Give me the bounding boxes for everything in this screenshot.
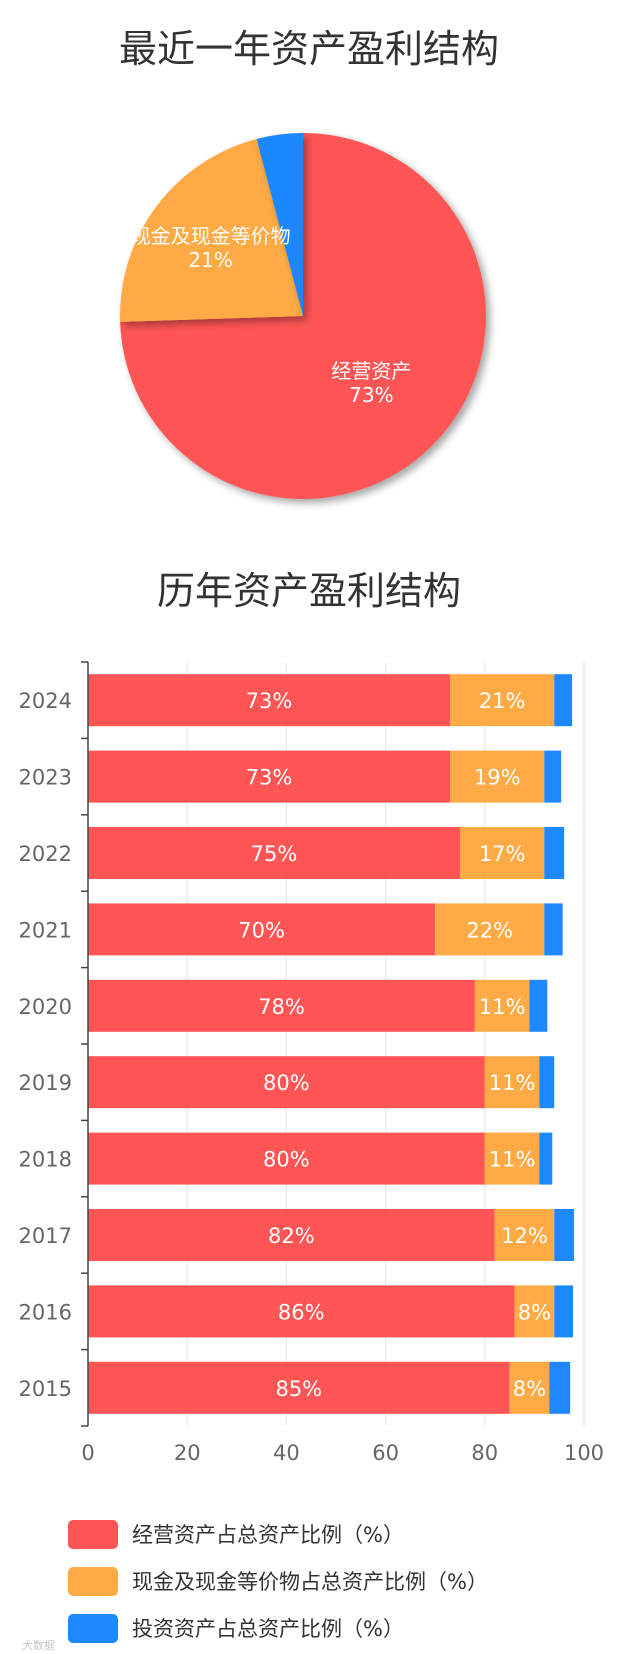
bar-2019-s0: [88, 1056, 485, 1109]
bar-label-2019-s1: 11%: [489, 1071, 536, 1095]
bar-2022-s1: [460, 827, 545, 879]
bar-label-2022-s0: 75%: [251, 842, 298, 866]
bar-label-2016-s0: 86%: [278, 1300, 325, 1324]
bar-label-2015-s1: 8%: [513, 1377, 546, 1401]
pie-label-pct-0: 73%: [349, 383, 393, 407]
bar-2017-s2: [554, 1209, 575, 1261]
bar-2021-s1: [435, 903, 545, 956]
pie-title: 最近一年资产盈利结构: [119, 29, 499, 71]
y-tick-label-2018: 2018: [19, 1148, 72, 1172]
bar-2016-s2: [554, 1285, 574, 1338]
bar-label-2018-s0: 80%: [263, 1148, 310, 1172]
bar-label-2021-s1: 22%: [466, 918, 513, 942]
bar-axes: 0 20 40 60 80 100 2024 2023 2022 2021 2020 2019 2018…: [19, 661, 604, 1465]
y-tick-label-2016: 2016: [19, 1300, 72, 1324]
bar-2015-s0: [88, 1361, 510, 1414]
bar-2015-s1: [509, 1361, 550, 1414]
bar-label-2024-s1: 21%: [479, 689, 526, 713]
bar-2020-s2: [529, 979, 548, 1032]
x-tick-label-2: 40: [273, 1441, 300, 1465]
bar-label-2020-s0: 78%: [258, 995, 305, 1019]
bar-2017-s0: [88, 1209, 495, 1261]
legend: 经营资产占总资产比例（%） 现金及现金等价物占总资产比例（%） 投资资产占总资产比例…: [68, 1520, 488, 1643]
bar-2021-s2: [544, 903, 563, 956]
y-tick-label-2021: 2021: [19, 918, 72, 942]
y-tick-label-2017: 2017: [19, 1224, 72, 1248]
bar-2023-s0: [88, 750, 451, 803]
bar-label-2023-s1: 19%: [474, 766, 521, 790]
y-tick-label-2015: 2015: [19, 1377, 72, 1401]
bar-2019-s2: [539, 1056, 555, 1109]
y-tick-label-2019: 2019: [19, 1071, 72, 1095]
legend-swatch-1: [68, 1567, 118, 1596]
pie-slice-0: [120, 133, 486, 499]
bar-label-2023-s0: 73%: [246, 766, 293, 790]
legend-label-1: 现金及现金等价物占总资产比例（%）: [132, 1570, 488, 1594]
bar-2020-s1: [474, 979, 530, 1032]
bar-2015-s2: [549, 1361, 571, 1414]
bar-2017-s1: [494, 1209, 555, 1261]
bar-label-2019-s0: 80%: [263, 1071, 310, 1095]
bar-2023-s2: [544, 750, 562, 803]
bar-2021-s0: [88, 903, 436, 956]
x-tick-label-0: 0: [81, 1441, 94, 1465]
bar-label-2020-s1: 11%: [479, 995, 526, 1019]
bar-2024-s0: [88, 674, 451, 727]
bar-2018-s2: [539, 1132, 553, 1185]
bar-label-2015-s0: 85%: [275, 1377, 322, 1401]
x-tick-label-1: 20: [174, 1441, 201, 1465]
bar-label-2017-s1: 12%: [501, 1224, 548, 1248]
x-tick-label-5: 100: [564, 1441, 604, 1465]
bar-label-2022-s1: 17%: [479, 842, 526, 866]
bar-2016-s0: [88, 1285, 515, 1338]
bar-2024-s1: [450, 674, 555, 727]
bar-2022-s2: [544, 827, 565, 879]
legend-swatch-0: [68, 1520, 118, 1549]
bar-2016-s1: [514, 1285, 555, 1338]
bar-2024-s2: [554, 674, 573, 727]
y-tick-label-2023: 2023: [19, 766, 72, 790]
y-tick-label-2024: 2024: [19, 689, 72, 713]
y-tick-label-2020: 2020: [19, 995, 72, 1019]
bar-2023-s1: [450, 750, 545, 803]
y-tick-label-2022: 2022: [19, 842, 72, 866]
pie-label-pct-1: 21%: [188, 248, 232, 272]
bar-2020-s0: [88, 979, 475, 1032]
bar-chart: 73% 21% 73% 19% 75% 17% 70% 22% 78% 11% 80% 11% 80% 1…: [88, 674, 575, 1414]
legend-label-0: 经营资产占总资产比例（%）: [132, 1523, 404, 1547]
pie-slice-1: [120, 138, 303, 322]
bar-label-2018-s1: 11%: [489, 1148, 536, 1172]
bar-2019-s1: [484, 1056, 540, 1109]
legend-swatch-2: [68, 1614, 118, 1643]
pie-slice-2: [256, 133, 303, 316]
pie-label-name-0: 经营资产: [331, 359, 411, 383]
pie-label-name-1: 现金及现金等价物: [131, 224, 291, 248]
bar-label-2024-s0: 73%: [246, 689, 293, 713]
bar-2018-s1: [484, 1132, 540, 1185]
watermark: 大数据: [22, 1638, 55, 1652]
bar-label-2021-s0: 70%: [238, 918, 285, 942]
bar-label-2016-s1: 8%: [518, 1300, 551, 1324]
x-tick-label-3: 60: [372, 1441, 399, 1465]
bar-2022-s0: [88, 827, 460, 879]
legend-label-2: 投资资产占总资产比例（%）: [132, 1617, 404, 1641]
bar-2018-s0: [88, 1132, 485, 1185]
x-tick-label-4: 80: [471, 1441, 498, 1465]
bar-title: 历年资产盈利结构: [157, 571, 461, 613]
bar-label-2017-s0: 82%: [268, 1224, 315, 1248]
